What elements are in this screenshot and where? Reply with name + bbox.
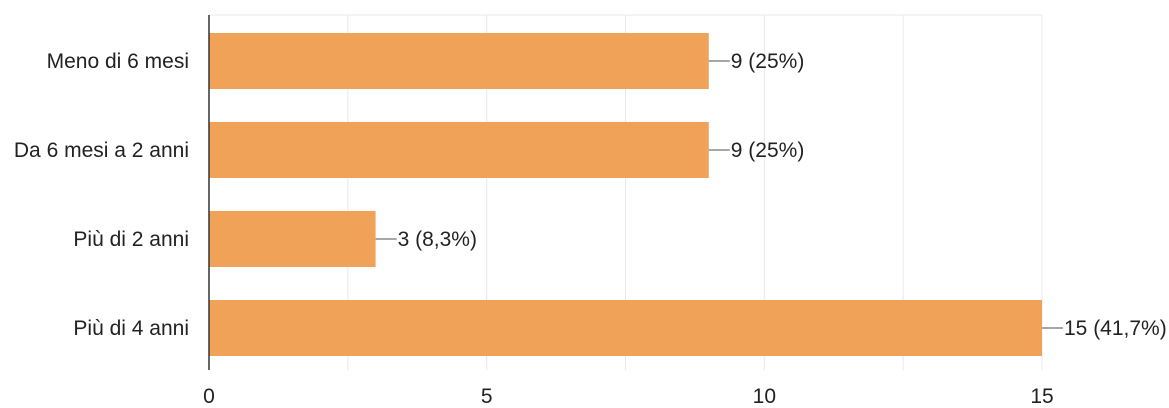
category-label: Più di 2 anni (73, 228, 189, 251)
bars (209, 33, 1042, 356)
bar (209, 211, 376, 267)
bar (209, 33, 709, 89)
x-tick-label: 15 (1030, 385, 1053, 408)
data-label: 15 (41,7%) (1064, 317, 1167, 340)
data-label: 9 (25%) (731, 139, 805, 162)
data-label: 3 (8,3%) (398, 228, 477, 251)
x-tick-label: 10 (753, 385, 776, 408)
x-tick-label: 5 (481, 385, 493, 408)
labels: Meno di 6 mesi 9 (25%) Da 6 mesi a 2 anni 9… (14, 50, 1167, 408)
bar (209, 122, 709, 178)
bar (209, 300, 1042, 356)
category-label: Meno di 6 mesi (47, 50, 189, 73)
data-label: 9 (25%) (731, 50, 805, 73)
x-tick-label: 0 (203, 385, 215, 408)
category-label: Più di 4 anni (73, 317, 189, 340)
category-label: Da 6 mesi a 2 anni (14, 139, 189, 162)
